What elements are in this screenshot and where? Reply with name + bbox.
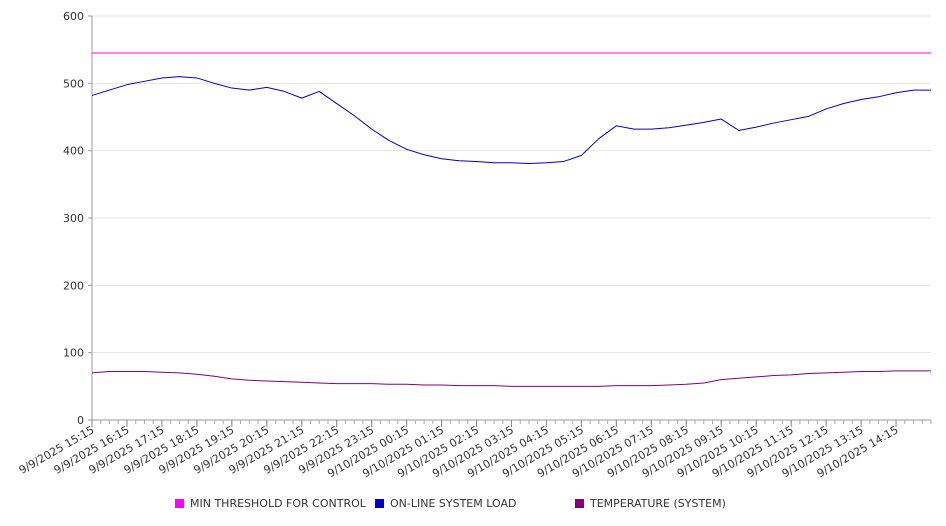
legend-item-temperature[interactable]: TEMPERATURE (SYSTEM): [575, 497, 726, 510]
legend-label-min-threshold: MIN THRESHOLD FOR CONTROL: [190, 497, 366, 510]
legend-item-system-load[interactable]: ON-LINE SYSTEM LOAD: [375, 497, 516, 510]
series-temperature-line: [91, 370, 931, 387]
y-tick-label: 400: [63, 145, 84, 158]
series-system-load-line: [91, 76, 931, 164]
axes: [88, 15, 932, 427]
grid-lines: [92, 15, 931, 354]
legend-swatch-temperature: [575, 499, 584, 508]
y-tick-labels: 0 100 200 300 400 500 600: [63, 10, 84, 427]
y-tick-label: 500: [63, 77, 84, 90]
chart-legend: MIN THRESHOLD FOR CONTROL ON-LINE SYSTEM…: [0, 497, 946, 513]
y-tick-label: 100: [63, 347, 84, 360]
y-tick-label: 300: [63, 212, 84, 225]
y-tick-label: 600: [63, 10, 84, 23]
legend-swatch-min-threshold: [175, 499, 184, 508]
x-tick-labels: 9/9/2025 15:159/9/2025 16:159/9/2025 17:…: [17, 423, 901, 480]
legend-label-system-load: ON-LINE SYSTEM LOAD: [390, 497, 517, 510]
y-tick-label: 0: [77, 414, 84, 427]
legend-label-temperature: TEMPERATURE (SYSTEM): [590, 497, 726, 510]
series-lines: [91, 52, 931, 387]
legend-swatch-system-load: [375, 499, 384, 508]
legend-item-min-threshold[interactable]: MIN THRESHOLD FOR CONTROL: [175, 497, 366, 510]
y-tick-label: 200: [63, 279, 84, 292]
